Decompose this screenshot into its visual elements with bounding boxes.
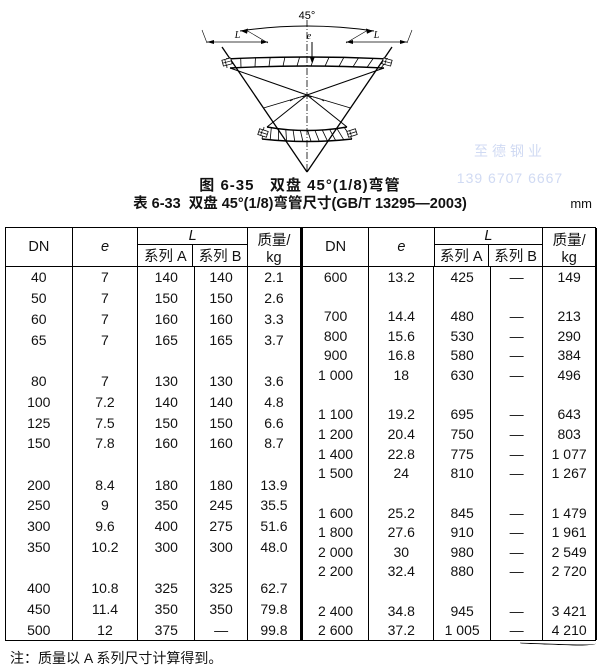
svg-text:e: e	[307, 31, 312, 42]
svg-text:L: L	[373, 30, 380, 41]
svg-text:45°: 45°	[299, 10, 316, 22]
svg-text:L: L	[234, 30, 241, 41]
